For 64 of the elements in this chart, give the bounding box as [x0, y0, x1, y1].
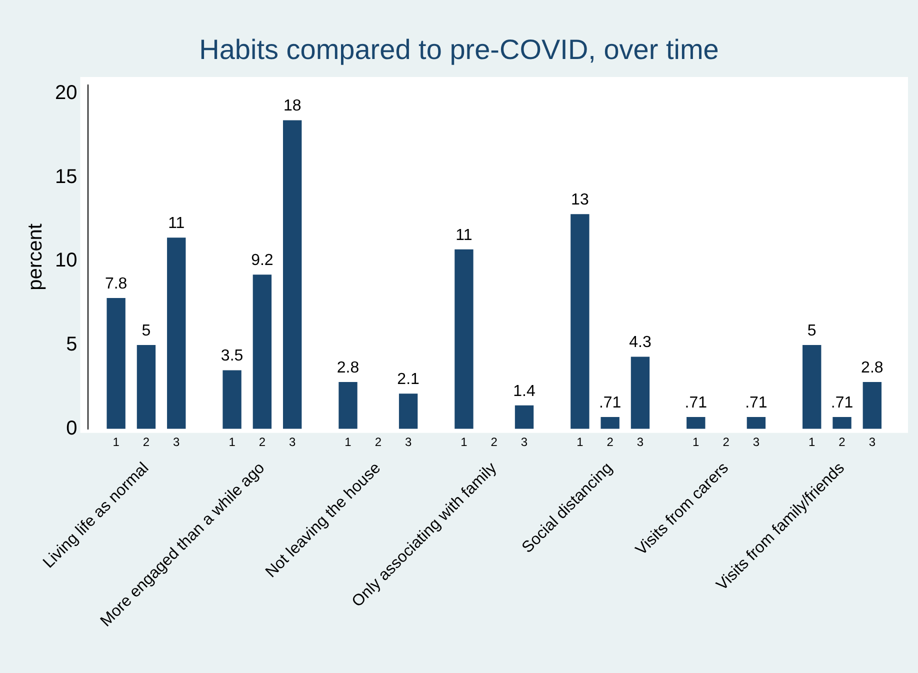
bar — [252, 274, 272, 429]
text: 2 — [722, 435, 730, 450]
text: 1 — [460, 435, 468, 450]
bar — [802, 345, 822, 429]
text: 1 — [808, 435, 816, 450]
data-label: 11 — [456, 226, 472, 244]
data-label: 18 — [283, 98, 302, 115]
bar — [222, 370, 242, 429]
series-label: 3 — [173, 435, 180, 450]
y-tick-label: 5 — [66, 334, 78, 356]
data-label: 3.5 — [220, 348, 244, 365]
bar — [106, 298, 126, 429]
data-label: .71 — [830, 394, 854, 412]
text: 2 — [838, 435, 846, 450]
y-tick-label: 0 — [66, 417, 78, 440]
text: 3 — [752, 435, 760, 450]
bar — [398, 394, 418, 429]
text: 1 — [228, 435, 236, 450]
text: 1 — [692, 435, 700, 450]
bar — [630, 356, 650, 429]
bar — [136, 345, 156, 429]
bar — [832, 417, 852, 429]
data-label: 5 — [807, 322, 816, 340]
data-label: 1.4 — [513, 382, 536, 400]
data-label: 9.2 — [251, 252, 274, 269]
bar — [600, 417, 620, 429]
bar — [686, 417, 706, 429]
data-label: 7.8 — [104, 275, 128, 292]
y-tick-label: 20 — [54, 82, 78, 104]
text: 3 — [868, 435, 876, 450]
bar — [338, 382, 358, 429]
text: 2 — [374, 435, 382, 450]
text: 1 — [344, 435, 352, 450]
bar — [570, 214, 590, 429]
text: 3 — [404, 435, 412, 450]
data-label: .71 — [745, 394, 768, 412]
y-axis-title: percent — [24, 223, 47, 290]
bar — [514, 405, 534, 429]
y-tick-label: 15 — [54, 166, 78, 188]
text: 2 — [258, 435, 266, 450]
series-label: 2 — [142, 435, 150, 450]
chart-title: Habits compared to pre-COVID, over time — [198, 34, 720, 66]
data-label: .71 — [598, 394, 622, 412]
text: 3 — [636, 435, 644, 450]
data-label: 11 — [168, 215, 185, 232]
bar — [746, 417, 766, 429]
bar — [167, 238, 186, 429]
data-label: 4.3 — [629, 334, 652, 352]
data-label: 2.1 — [397, 371, 420, 388]
text: 2 — [490, 435, 498, 450]
data-label: .71 — [684, 394, 708, 412]
y-tick-label: 10 — [54, 250, 78, 272]
text: 2 — [606, 435, 614, 450]
data-label: 5 — [142, 322, 151, 340]
series-label: 1 — [112, 435, 120, 450]
text: 1 — [576, 435, 584, 450]
bar — [862, 382, 882, 429]
bar — [283, 120, 302, 429]
text: 3 — [520, 435, 528, 450]
text: 3 — [289, 435, 296, 450]
data-label: 13 — [571, 192, 589, 209]
data-label: 2.8 — [861, 359, 884, 376]
data-label: 2.8 — [336, 359, 360, 376]
bar — [454, 249, 474, 429]
